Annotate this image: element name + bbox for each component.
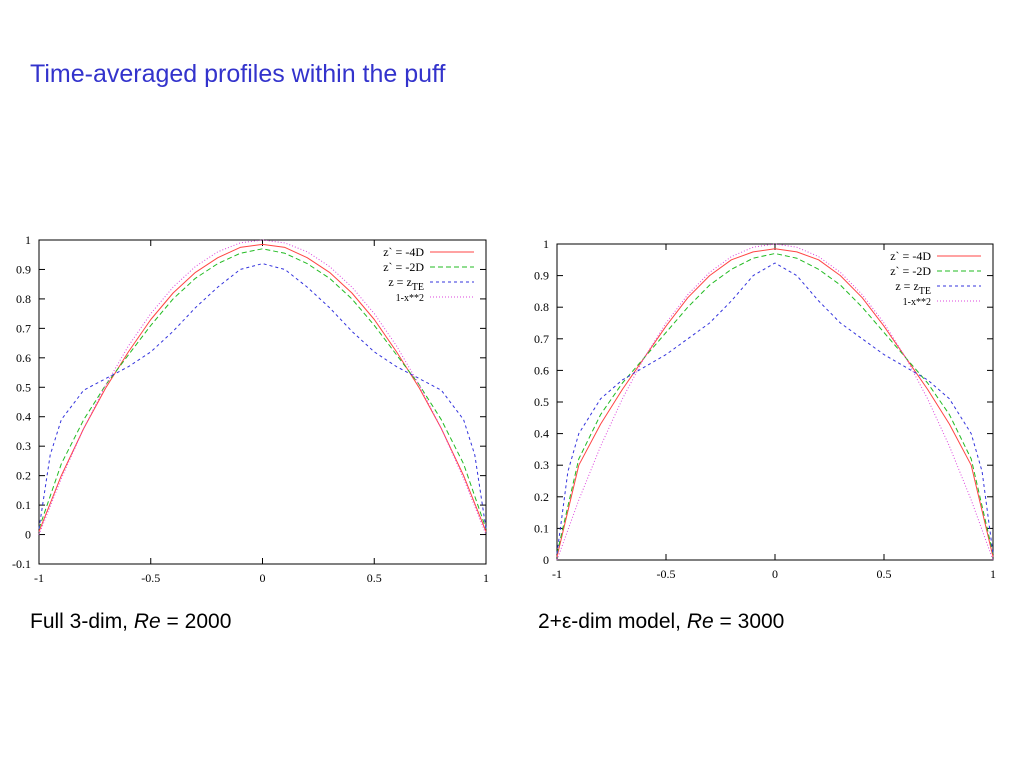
- legend-label: z` = -4D: [383, 245, 424, 259]
- legend-entry: 1-x**2: [903, 297, 981, 308]
- y-tick-label: 0.9: [534, 269, 549, 283]
- y-tick-label: -0.1: [12, 557, 31, 571]
- x-tick-label: 0: [772, 567, 778, 581]
- x-tick-label: 1: [990, 567, 996, 581]
- y-tick-label: 0.9: [16, 262, 31, 276]
- y-tick-label: 0.8: [534, 300, 549, 314]
- y-tick-label: 0.4: [16, 410, 31, 424]
- caption-suffix: = 2000: [160, 610, 232, 633]
- y-tick-label: 0.5: [534, 395, 549, 409]
- series-line-1: [556, 248, 994, 557]
- legend-label: z = zTE: [388, 275, 424, 293]
- x-tick-label: 1: [483, 571, 489, 585]
- legend-label: z` = -2D: [890, 264, 931, 278]
- y-tick-label: 0.3: [534, 458, 549, 472]
- y-tick-label: 0.8: [16, 292, 31, 306]
- y-tick-label: 0.2: [16, 469, 31, 483]
- series-line-1: [38, 243, 487, 532]
- y-tick-label: 0.2: [534, 490, 549, 504]
- y-tick-label: 0.5: [16, 380, 31, 394]
- caption-2eps-dim-model: 2+ε-dim model, Re = 3000: [538, 610, 784, 634]
- y-tick-label: 1: [543, 237, 549, 251]
- legend-entry: z` = -2D: [890, 264, 981, 278]
- y-tick-label: 0.1: [534, 521, 549, 535]
- legend-entry: z` = -4D: [383, 245, 474, 259]
- x-tick-label: -1: [552, 567, 562, 581]
- x-tick-label: -0.5: [141, 571, 160, 585]
- legend-label: 1-x**2: [903, 297, 931, 308]
- caption-re-symbol: Re: [133, 610, 161, 633]
- caption-re-symbol: Re: [686, 610, 714, 633]
- y-tick-label: 0.6: [534, 363, 549, 377]
- legend-label: z` = -2D: [383, 260, 424, 274]
- legend-label: 1-x**2: [396, 293, 424, 304]
- legend-entry: z` = -2D: [383, 260, 474, 274]
- series-line-4: [38, 239, 487, 535]
- y-tick-label: 0.3: [16, 439, 31, 453]
- series-line-3: [38, 263, 487, 529]
- chart-full-3dim: -0.1 0 0.1 0.2 0.3 0.4 0.5 0.6 0.7 0.8 0.9 1 -1 -0.5 0…: [12, 233, 489, 585]
- y-tick-label: 0: [543, 553, 549, 567]
- legend-entry: 1-x**2: [396, 293, 474, 304]
- legend-entry: z` = -4D: [890, 249, 981, 263]
- chart-2eps-dim-model: 0 0.1 0.2 0.3 0.4 0.5 0.6 0.7 0.8 0.9 1 -1 -0.5 0 0.5 1…: [534, 237, 996, 581]
- y-tick-label: 1: [25, 233, 31, 247]
- caption-prefix: 2+ε-dim model,: [538, 610, 687, 633]
- x-tick-label: -1: [34, 571, 44, 585]
- series-line-2: [556, 253, 994, 554]
- x-tick-label: -0.5: [657, 567, 676, 581]
- legend-entry: z = zTE: [388, 275, 474, 293]
- caption-full-3dim: Full 3-dim, Re = 2000: [30, 610, 231, 634]
- x-tick-label: 0: [260, 571, 266, 585]
- legend-label: z` = -4D: [890, 249, 931, 263]
- slide-title: Time-averaged profiles within the puff: [30, 60, 446, 88]
- x-tick-label: 0.5: [367, 571, 382, 585]
- caption-prefix: Full 3-dim,: [30, 610, 134, 633]
- y-tick-label: 0.6: [16, 351, 31, 365]
- x-tick-label: 0.5: [877, 567, 892, 581]
- legend-entry: z = zTE: [895, 279, 981, 297]
- series-line-4: [556, 243, 994, 561]
- y-tick-label: 0.7: [534, 332, 549, 346]
- y-tick-label: 0.7: [16, 321, 31, 335]
- y-tick-label: 0.4: [534, 427, 549, 441]
- caption-suffix: = 3000: [713, 610, 785, 633]
- legend-label: z = zTE: [895, 279, 931, 297]
- y-tick-label: 0.1: [16, 498, 31, 512]
- y-tick-label: 0: [25, 528, 31, 542]
- series-line-3: [556, 262, 994, 554]
